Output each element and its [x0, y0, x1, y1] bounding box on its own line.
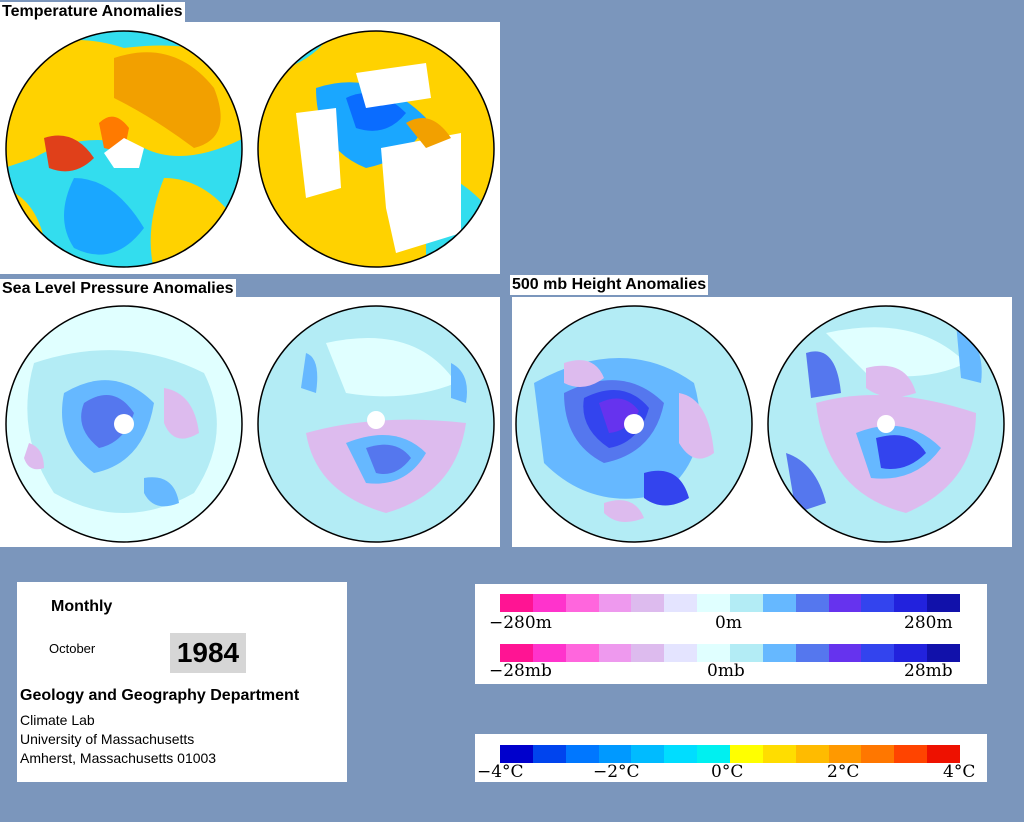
temperature-colorbar-swatch — [894, 745, 928, 763]
temperature-map-north — [5, 30, 243, 268]
slp-title: Sea Level Pressure Anomalies — [0, 279, 236, 299]
height-colorbar-swatch — [762, 594, 796, 612]
temperature-legend-box: −4°C −2°C 0°C 2°C 4°C — [475, 734, 987, 782]
pressure-colorbar-swatch — [828, 644, 862, 662]
height-colorbar-swatch — [730, 594, 763, 612]
temperature-colorbar-swatch — [795, 745, 829, 763]
pressure-colorbar — [500, 644, 961, 662]
temperature-colorbar-swatch — [861, 745, 895, 763]
slp-map-south — [257, 305, 495, 543]
temperature-colorbar-swatch — [828, 745, 862, 763]
height-colorbar-swatch — [598, 594, 632, 612]
height-label-zero: 0m — [715, 613, 742, 633]
address-label: Amherst, Massachusetts 01003 — [20, 750, 217, 766]
temperature-colorbar-swatch — [762, 745, 796, 763]
temperature-colorbar-swatch — [565, 745, 599, 763]
height-colorbar-swatch — [631, 594, 665, 612]
temperature-title: Temperature Anomalies — [0, 2, 185, 22]
height-colorbar-swatch — [927, 594, 961, 612]
pressure-colorbar-swatch — [500, 644, 533, 662]
pressure-colorbar-swatch — [762, 644, 796, 662]
temperature-colorbar-swatch — [664, 745, 698, 763]
pressure-colorbar-swatch — [795, 644, 829, 662]
height-colorbar-swatch — [861, 594, 895, 612]
anomaly-legend-box: −280m 0m 280m −28mb 0mb 28mb — [475, 584, 987, 684]
height500-map-north — [515, 305, 753, 543]
pressure-colorbar-swatch — [631, 644, 665, 662]
temperature-colorbar-swatch — [631, 745, 665, 763]
info-box: Monthly October 1984 Geology and Geograp… — [17, 582, 347, 782]
temperature-colorbar-swatch — [532, 745, 566, 763]
height-colorbar-swatch — [828, 594, 862, 612]
period-label: Monthly — [51, 598, 113, 615]
pressure-label-zero: 0mb — [707, 661, 745, 681]
height-colorbar-swatch — [697, 594, 731, 612]
height-label-min: −280m — [489, 613, 552, 633]
height-colorbar-swatch — [795, 594, 829, 612]
pressure-colorbar-swatch — [697, 644, 731, 662]
height-colorbar-swatch — [532, 594, 566, 612]
temperature-colorbar-swatch — [697, 745, 731, 763]
pressure-colorbar-swatch — [598, 644, 632, 662]
height-colorbar-swatch — [894, 594, 928, 612]
pressure-colorbar-swatch — [532, 644, 566, 662]
height-colorbar-swatch — [500, 594, 533, 612]
temperature-label-plus4: 4°C — [943, 762, 976, 782]
temperature-colorbar-swatch — [500, 745, 533, 763]
pressure-label-min: −28mb — [489, 661, 552, 681]
temperature-colorbar-swatch — [927, 745, 961, 763]
university-label: University of Massachusetts — [20, 731, 195, 747]
temperature-colorbar — [500, 745, 961, 763]
temperature-colorbar-swatch — [730, 745, 763, 763]
lab-label: Climate Lab — [20, 712, 95, 728]
slp-map-north — [5, 305, 243, 543]
temperature-map-south — [257, 30, 495, 268]
temperature-label-minus4: −4°C — [477, 762, 524, 782]
height-colorbar-swatch — [565, 594, 599, 612]
pressure-colorbar-swatch — [861, 644, 895, 662]
temperature-label-plus2: 2°C — [827, 762, 860, 782]
pressure-colorbar-swatch — [565, 644, 599, 662]
month-label: October — [49, 641, 96, 656]
height-colorbar-swatch — [664, 594, 698, 612]
height500-map-south — [767, 305, 1005, 543]
height-label-max: 280m — [904, 613, 953, 633]
year-badge: 1984 — [170, 633, 246, 673]
height-colorbar — [500, 594, 961, 612]
pressure-label-max: 28mb — [904, 661, 953, 681]
temperature-colorbar-swatch — [598, 745, 632, 763]
temperature-label-zero: 0°C — [711, 762, 744, 782]
pressure-colorbar-swatch — [664, 644, 698, 662]
pressure-colorbar-swatch — [927, 644, 961, 662]
height500-title: 500 mb Height Anomalies — [510, 275, 709, 295]
pressure-colorbar-swatch — [730, 644, 763, 662]
temperature-label-minus2: −2°C — [593, 762, 640, 782]
department-label: Geology and Geography Department — [20, 687, 300, 704]
pressure-colorbar-swatch — [894, 644, 928, 662]
